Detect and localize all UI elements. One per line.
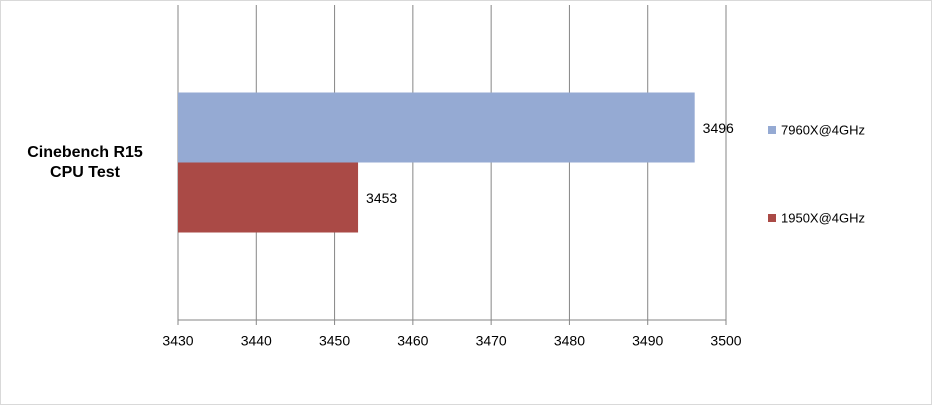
value-label: 3453	[366, 190, 397, 206]
legend-label: 7960X@4GHz	[781, 122, 865, 137]
value-label: 3496	[703, 120, 734, 136]
x-tick-label: 3480	[554, 333, 585, 349]
bar	[178, 162, 359, 233]
y-tick-label: Cinebench R15 CPU Test	[27, 143, 143, 181]
x-tick-label: 3470	[476, 333, 507, 349]
legend-swatch	[768, 214, 776, 222]
x-tick-label: 3490	[632, 333, 663, 349]
legend-swatch	[768, 126, 776, 134]
bar	[178, 92, 695, 163]
x-tick-label: 3460	[397, 333, 428, 349]
x-tick-label: 3430	[162, 333, 193, 349]
legend-label: 1950X@4GHz	[781, 210, 865, 225]
x-tick-label: 3450	[319, 333, 350, 349]
x-tick-label: 3500	[710, 333, 741, 349]
x-tick-label: 3440	[241, 333, 272, 349]
